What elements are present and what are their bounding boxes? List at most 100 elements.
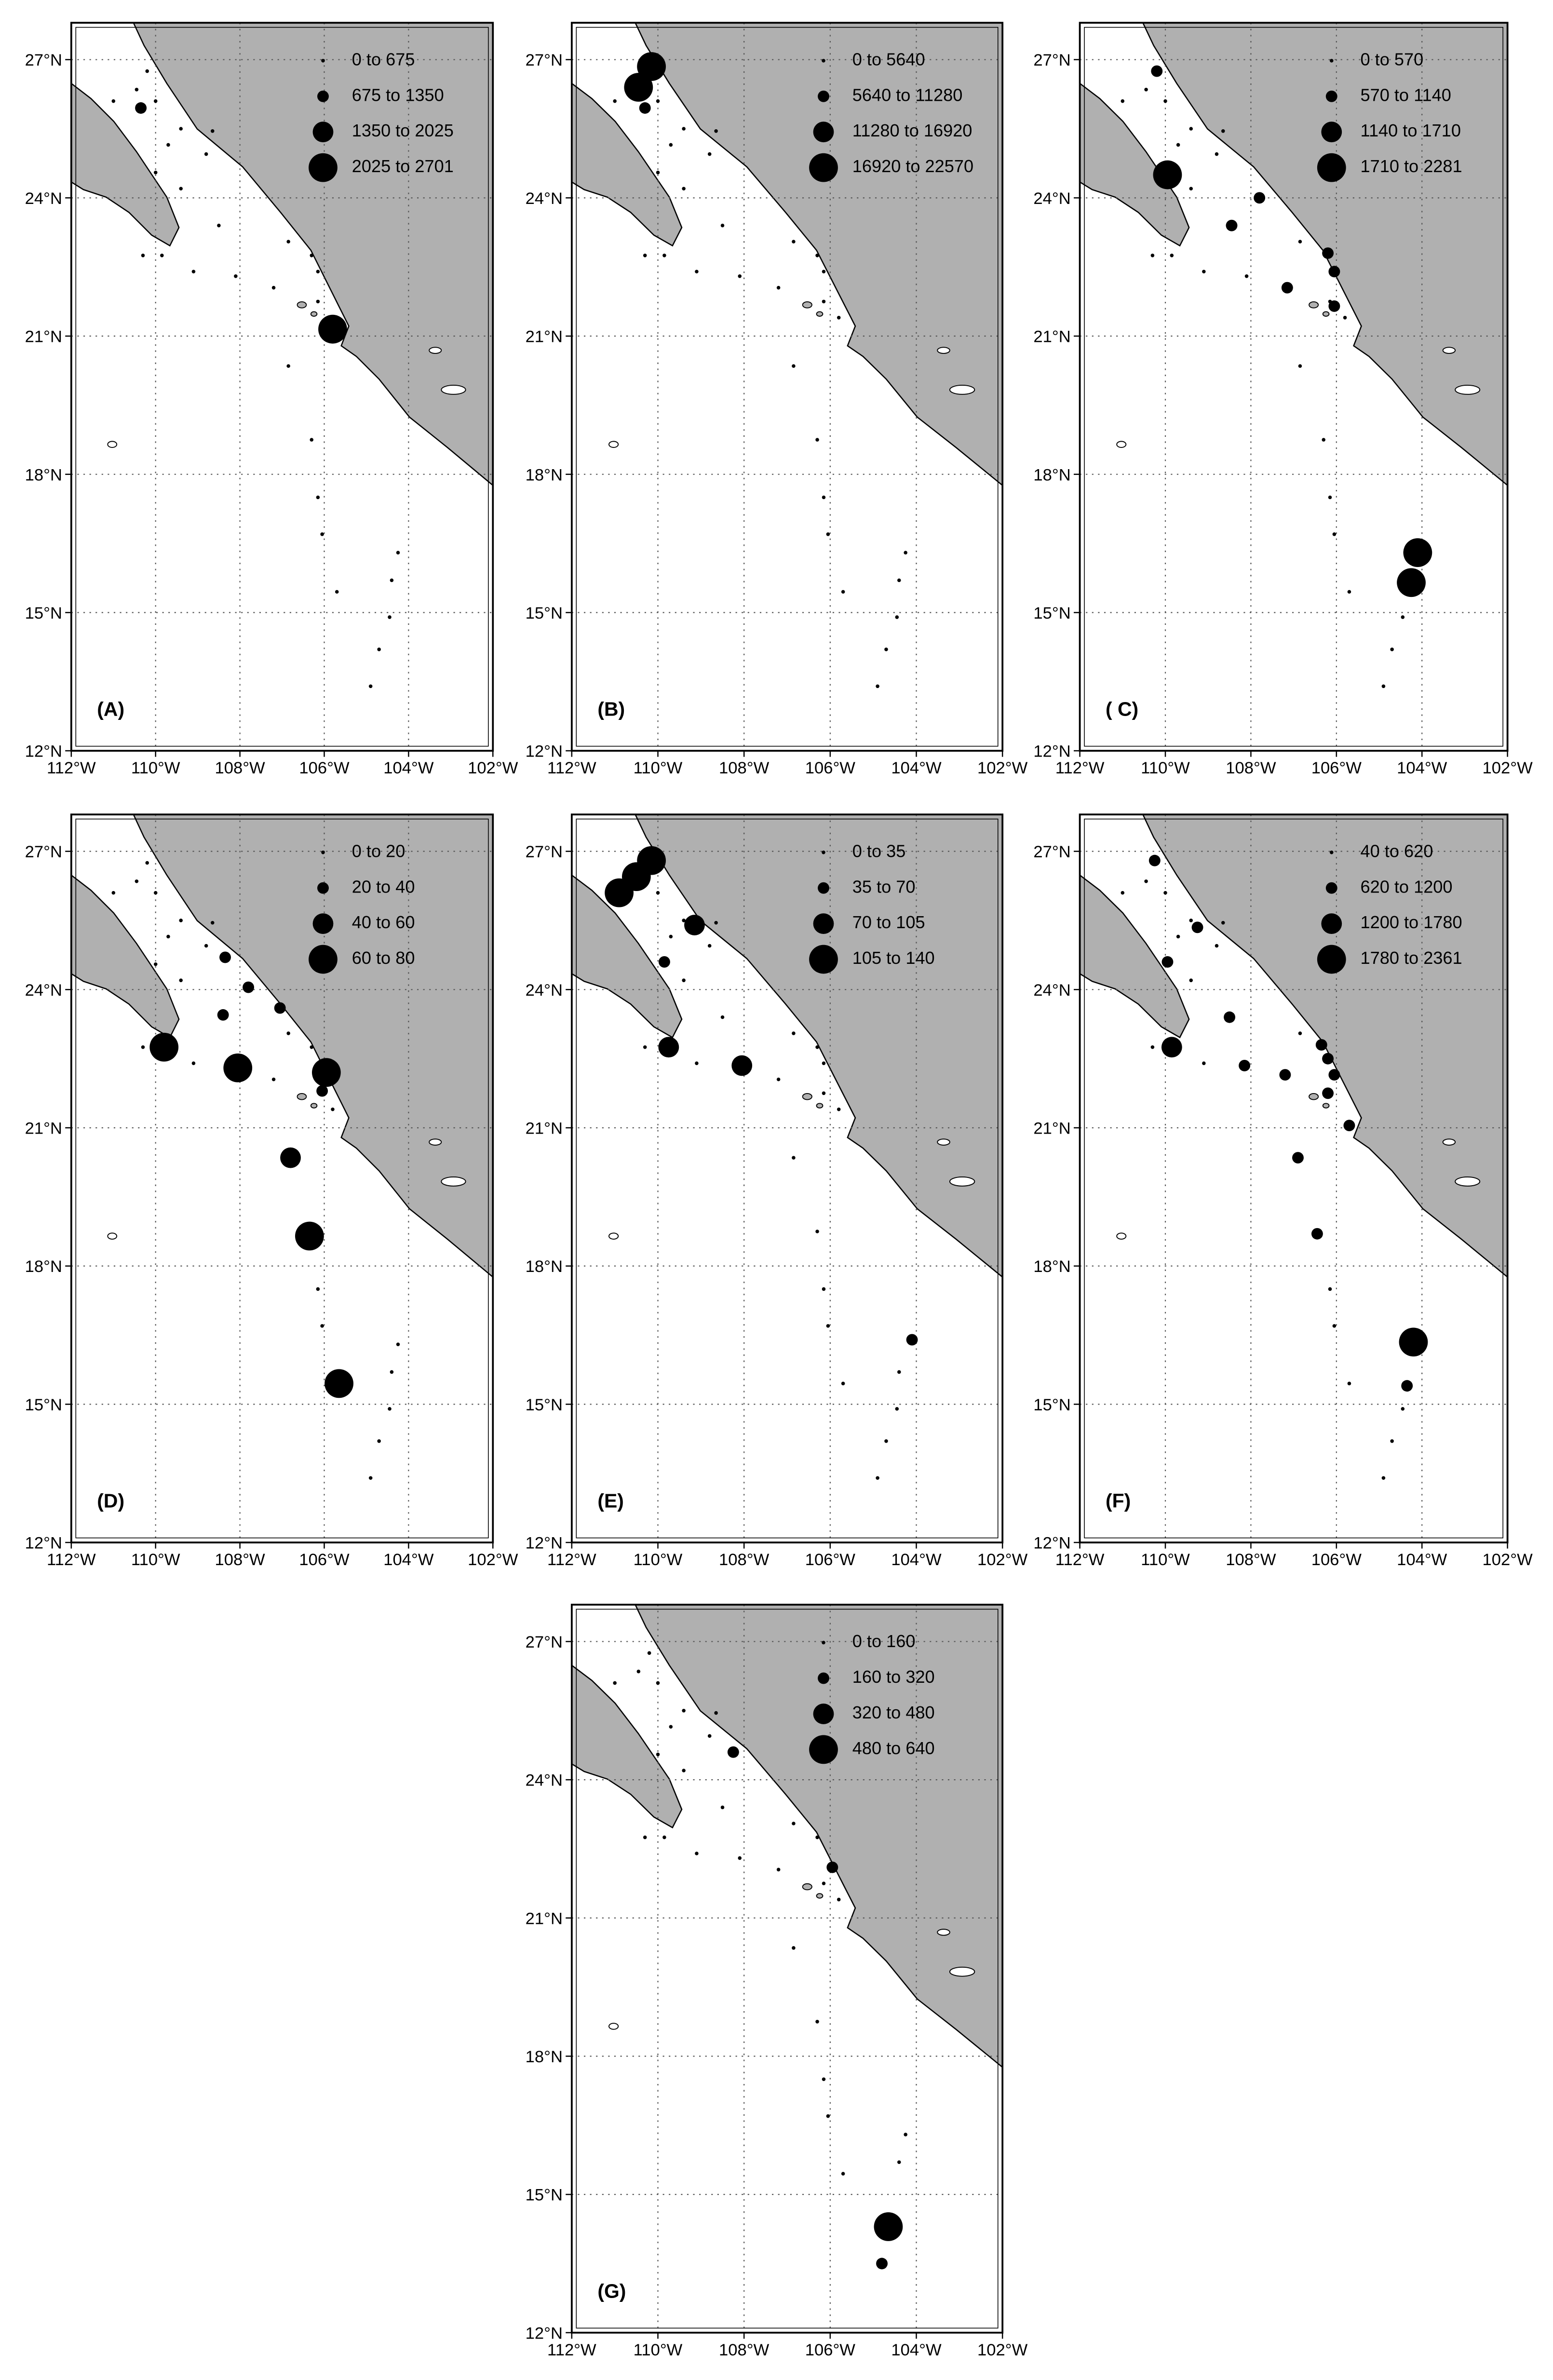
station-bubble bbox=[1298, 364, 1302, 368]
station-bubble bbox=[815, 1835, 819, 1839]
station-bubble bbox=[1163, 891, 1167, 895]
station-bubble bbox=[217, 1009, 229, 1021]
station-bubble bbox=[792, 1031, 796, 1035]
station-bubble bbox=[271, 285, 276, 290]
y-tick-label: 24°N bbox=[25, 981, 62, 1000]
x-tick-label: 102°W bbox=[977, 2341, 1028, 2359]
station-bubble bbox=[1189, 127, 1193, 131]
legend-symbol bbox=[1317, 945, 1346, 974]
legend-label: 1140 to 1710 bbox=[1361, 121, 1461, 140]
station-bubble bbox=[776, 285, 781, 290]
legend-symbol bbox=[822, 59, 825, 63]
station-bubble bbox=[316, 1085, 328, 1097]
station-bubble bbox=[1298, 1031, 1302, 1035]
station-bubble bbox=[286, 364, 290, 368]
y-tick-label: 27°N bbox=[25, 843, 62, 861]
legend-label: 105 to 140 bbox=[852, 948, 935, 968]
station-bubble bbox=[1254, 192, 1266, 204]
legend-label: 11280 to 16920 bbox=[852, 121, 972, 140]
x-tick-label: 112°W bbox=[1055, 759, 1105, 777]
station-bubble bbox=[636, 1669, 641, 1674]
legend-symbol bbox=[317, 90, 329, 102]
station-bubble bbox=[1401, 615, 1405, 619]
station-bubble bbox=[316, 495, 320, 500]
station-bubble bbox=[179, 978, 183, 982]
map-frame-inner bbox=[576, 818, 999, 1539]
station-bubble bbox=[792, 1946, 796, 1950]
y-tick-label: 18°N bbox=[25, 1258, 62, 1276]
x-tick-label: 112°W bbox=[547, 2341, 596, 2359]
station-bubble bbox=[1176, 143, 1180, 147]
y-tick-label: 18°N bbox=[526, 2048, 563, 2066]
legend-symbol bbox=[309, 945, 338, 974]
station-bubble bbox=[897, 2160, 901, 2164]
station-bubble bbox=[1244, 274, 1249, 278]
station-bubble bbox=[643, 1045, 647, 1049]
station-bubble bbox=[1328, 300, 1340, 312]
legend-symbol bbox=[822, 851, 825, 854]
panel-label: (B) bbox=[597, 698, 625, 720]
map-frame-inner bbox=[1084, 27, 1503, 747]
station-bubble bbox=[682, 187, 686, 191]
x-tick-label: 104°W bbox=[891, 2341, 942, 2359]
legend-label: 1350 to 2025 bbox=[352, 121, 454, 140]
station-bubble bbox=[145, 69, 149, 73]
map-frame-inner bbox=[1084, 818, 1503, 1539]
station-bubble bbox=[1163, 99, 1167, 103]
x-tick-label: 106°W bbox=[1311, 1551, 1362, 1569]
station-bubble bbox=[1292, 1152, 1304, 1164]
station-bubble bbox=[331, 1107, 335, 1111]
station-bubble bbox=[792, 364, 796, 368]
legend-symbol bbox=[813, 913, 834, 934]
y-tick-label: 18°N bbox=[25, 466, 62, 484]
map-frame-inner bbox=[75, 818, 489, 1539]
station-bubble bbox=[166, 143, 170, 147]
x-tick-label: 108°W bbox=[1226, 759, 1276, 777]
station-bubble bbox=[1121, 99, 1125, 103]
station-bubble bbox=[822, 495, 826, 500]
station-bubble bbox=[656, 1752, 660, 1757]
station-bubble bbox=[111, 99, 116, 103]
station-bubble bbox=[841, 2172, 845, 2176]
station-bubble bbox=[669, 934, 673, 939]
station-bubble bbox=[1332, 1324, 1337, 1328]
station-bubble bbox=[1151, 65, 1163, 77]
station-bubble bbox=[776, 1077, 781, 1082]
station-bubble bbox=[1311, 1228, 1323, 1240]
y-tick-label: 15°N bbox=[526, 604, 563, 622]
station-bubble bbox=[377, 648, 381, 651]
station-bubble bbox=[1170, 254, 1174, 257]
station-bubble bbox=[684, 915, 705, 935]
legend-label: 1200 to 1780 bbox=[1361, 912, 1462, 932]
legend-symbol bbox=[309, 153, 338, 182]
y-tick-label: 21°N bbox=[25, 1120, 62, 1138]
x-tick-label: 102°W bbox=[1483, 759, 1533, 777]
station-bubble bbox=[1191, 921, 1203, 933]
y-tick-label: 24°N bbox=[526, 981, 563, 1000]
station-bubble bbox=[826, 2114, 830, 2118]
panel-label: (G) bbox=[597, 2280, 626, 2302]
station-bubble bbox=[1221, 920, 1225, 925]
station-bubble bbox=[234, 274, 238, 278]
y-tick-label: 15°N bbox=[1033, 604, 1070, 622]
station-bubble bbox=[720, 223, 725, 228]
station-bubble bbox=[815, 1045, 819, 1049]
station-bubble bbox=[1226, 219, 1238, 231]
station-bubble bbox=[243, 981, 255, 993]
y-tick-label: 15°N bbox=[25, 604, 62, 622]
station-bubble bbox=[1121, 891, 1125, 895]
station-bubble bbox=[135, 102, 147, 114]
station-bubble bbox=[792, 240, 796, 243]
panel-label: (E) bbox=[597, 1490, 624, 1512]
x-tick-label: 106°W bbox=[299, 1551, 350, 1569]
station-bubble bbox=[874, 2212, 903, 2241]
x-tick-label: 104°W bbox=[891, 759, 942, 777]
legend-symbol bbox=[809, 153, 838, 182]
station-bubble bbox=[876, 684, 879, 689]
station-bubble bbox=[1401, 1380, 1413, 1392]
legend-symbol bbox=[1325, 882, 1337, 894]
map-frame bbox=[70, 813, 494, 1543]
map-panel: 112°W 110°W 108°W 106°W 104°W 102°W 12°N 15°N 18… bbox=[526, 1604, 1028, 2359]
x-tick-label: 106°W bbox=[1311, 759, 1362, 777]
x-tick-label: 112°W bbox=[547, 1551, 596, 1569]
